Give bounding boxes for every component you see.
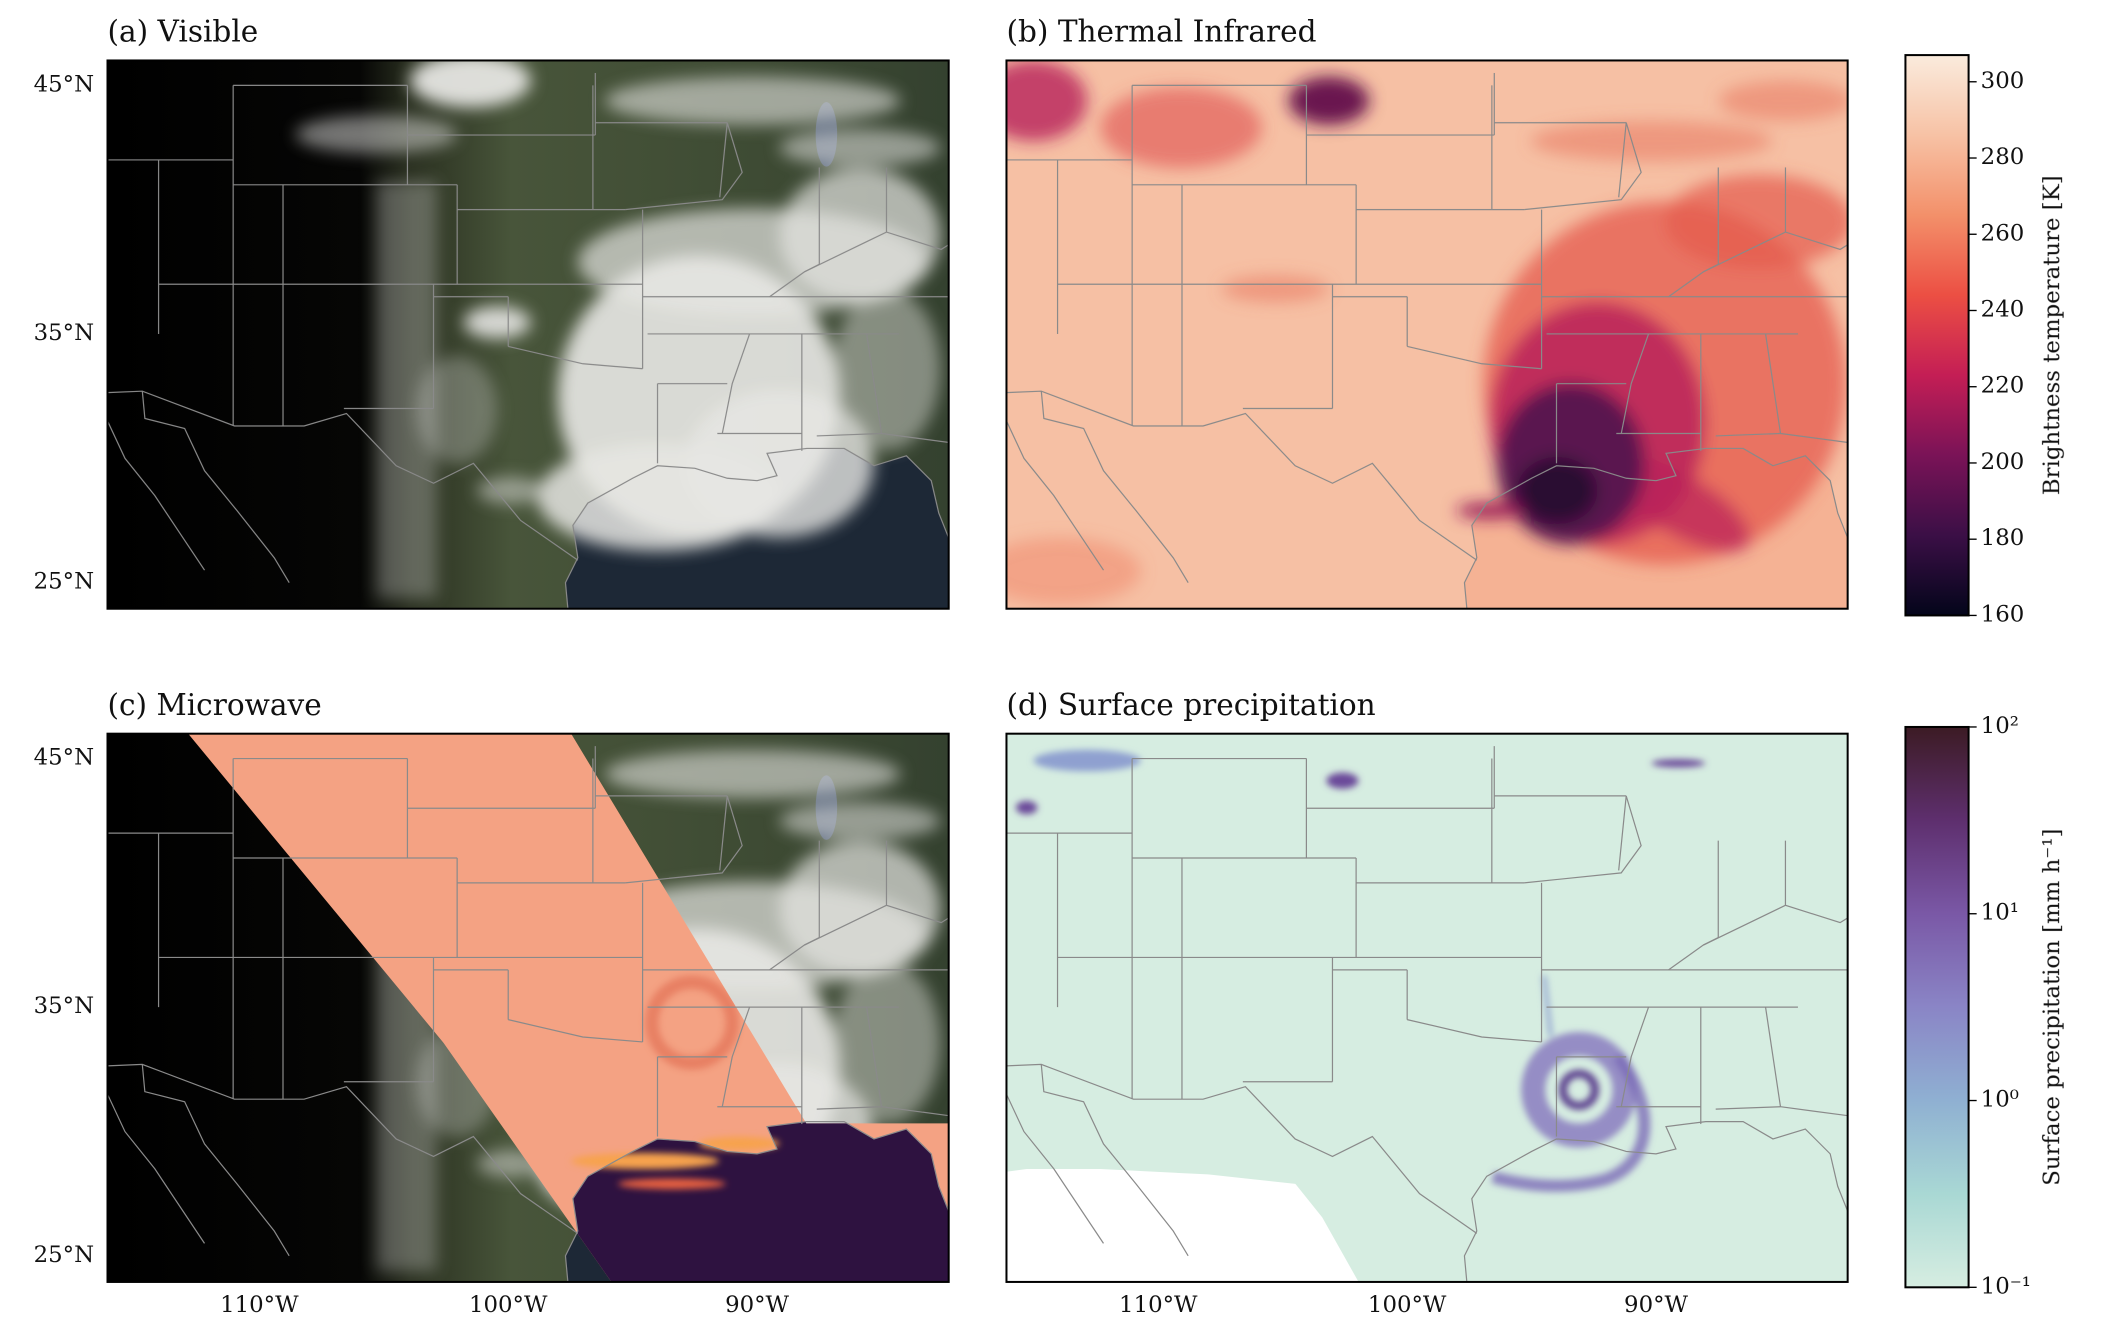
border-line	[625, 795, 743, 884]
border-line	[508, 345, 643, 370]
colorbar	[1904, 725, 1970, 1289]
border-line	[1006, 420, 1104, 571]
visible-image	[107, 60, 949, 609]
border-line	[508, 1019, 643, 1043]
colorbar-label: Brightness temperature [K]	[2039, 175, 2065, 495]
border-line	[564, 447, 949, 609]
border-line	[625, 122, 743, 211]
colorbar-tick-label: 280	[1981, 144, 2025, 170]
border-line	[1715, 1106, 1781, 1110]
border-line	[141, 1064, 290, 1257]
border-line	[1620, 1006, 1650, 1107]
thermal-map	[1006, 60, 1848, 609]
panel-frames	[106, 59, 1849, 1283]
lon-label: 100°W	[469, 1292, 548, 1318]
border-line	[1668, 231, 1848, 298]
border-line	[564, 1121, 949, 1282]
ocean	[1464, 1121, 1848, 1282]
border-line	[865, 333, 883, 434]
lat-label: 35°N	[34, 993, 94, 1019]
border-line	[769, 231, 949, 298]
panel-title: (c) Microwave	[108, 688, 322, 722]
colorbar-tick-label: 240	[1981, 296, 2025, 322]
border-line	[1780, 1106, 1848, 1117]
colorbar-tick-label: 10⁻¹	[1981, 1273, 2031, 1299]
border-line	[881, 432, 949, 444]
border-line	[1463, 1121, 1848, 1282]
borders	[107, 733, 949, 1282]
colorbar-tick-label: 10¹	[1981, 900, 2019, 926]
border-line	[1524, 122, 1642, 211]
colorbar-tick-label: 200	[1981, 449, 2025, 475]
border-line	[1764, 333, 1782, 434]
colorbar-tick-label: 10⁰	[1981, 1087, 2019, 1113]
colorbar-tick-label: 260	[1981, 220, 2025, 246]
border-line	[1780, 432, 1848, 444]
border-line	[107, 390, 579, 561]
lon-label: 110°W	[1119, 1292, 1198, 1318]
border-line	[719, 795, 728, 871]
lat-label: 25°N	[34, 569, 94, 595]
colorbar-tick-label: 300	[1981, 68, 2025, 94]
border-line	[107, 1063, 579, 1234]
border-line	[816, 432, 882, 437]
border-line	[1407, 1019, 1542, 1043]
border-line	[1407, 345, 1542, 370]
colorbar-tick-label: 220	[1981, 373, 2025, 399]
border-line	[1040, 391, 1189, 583]
lat-label: 35°N	[34, 320, 94, 346]
lon-label: 100°W	[1368, 1292, 1447, 1318]
lat-label: 25°N	[34, 1242, 94, 1268]
border-line	[141, 391, 290, 583]
border-line	[1715, 432, 1781, 437]
border-line	[1668, 904, 1848, 971]
lon-label: 90°W	[725, 1292, 789, 1318]
panel-title: (b) Thermal Infrared	[1006, 15, 1316, 49]
border-line	[1463, 447, 1848, 609]
border-line	[721, 333, 751, 434]
lon-label: 110°W	[220, 1292, 299, 1318]
border-line	[1618, 122, 1627, 198]
lat-label: 45°N	[34, 71, 94, 97]
border-line	[1006, 1093, 1104, 1244]
visible-map	[107, 60, 949, 609]
microwave-map	[107, 733, 949, 1282]
border-line	[865, 1007, 883, 1107]
border-line	[719, 122, 728, 198]
border-line	[1618, 795, 1627, 871]
border-line	[107, 1093, 206, 1244]
border-line	[1006, 1063, 1478, 1234]
panel-title: (a) Visible	[108, 15, 259, 49]
lat-label: 45°N	[34, 745, 94, 771]
border-line	[769, 904, 949, 971]
colorbar-tick-label: 10²	[1981, 713, 2019, 739]
borders	[1006, 60, 1848, 609]
border-line	[721, 1006, 751, 1107]
ocean-area	[1464, 1121, 1848, 1282]
borders	[1006, 733, 1848, 1282]
border-line	[881, 1106, 949, 1117]
lon-label: 90°W	[1624, 1292, 1688, 1318]
precipitation-map	[1006, 733, 1848, 1282]
panel-title: (d) Surface precipitation	[1006, 688, 1375, 722]
border-line	[1040, 1064, 1189, 1257]
border-line	[1764, 1007, 1782, 1107]
colorbar	[1904, 54, 1970, 617]
colorbar-label: Surface precipitation [mm h⁻¹]	[2039, 829, 2065, 1186]
border-line	[1620, 333, 1650, 434]
colorbar-tick-label: 180	[1981, 525, 2025, 551]
borders	[107, 60, 949, 609]
border-line	[816, 1106, 882, 1110]
border-line	[1006, 390, 1478, 561]
colorbar-tick-label: 160	[1981, 601, 2025, 627]
border-line	[107, 420, 206, 571]
border-line	[1524, 795, 1642, 884]
